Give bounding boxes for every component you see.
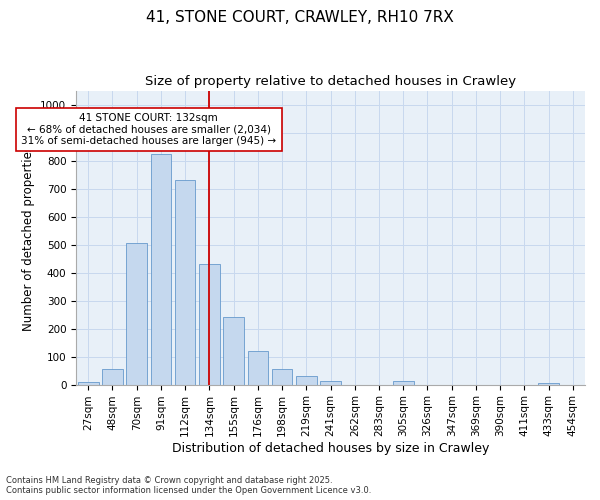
Bar xyxy=(320,381,341,384)
Bar xyxy=(223,318,244,384)
Bar xyxy=(393,381,413,384)
Bar xyxy=(151,154,171,384)
Bar xyxy=(127,243,147,384)
Bar xyxy=(199,264,220,384)
Title: Size of property relative to detached houses in Crawley: Size of property relative to detached ho… xyxy=(145,75,516,88)
Bar xyxy=(538,383,559,384)
Bar xyxy=(296,376,317,384)
Text: 41 STONE COURT: 132sqm
← 68% of detached houses are smaller (2,034)
31% of semi-: 41 STONE COURT: 132sqm ← 68% of detached… xyxy=(21,113,277,146)
Text: 41, STONE COURT, CRAWLEY, RH10 7RX: 41, STONE COURT, CRAWLEY, RH10 7RX xyxy=(146,10,454,25)
X-axis label: Distribution of detached houses by size in Crawley: Distribution of detached houses by size … xyxy=(172,442,489,455)
Bar xyxy=(175,180,196,384)
Bar xyxy=(272,369,292,384)
Text: Contains HM Land Registry data © Crown copyright and database right 2025.
Contai: Contains HM Land Registry data © Crown c… xyxy=(6,476,371,495)
Bar xyxy=(78,382,98,384)
Y-axis label: Number of detached properties: Number of detached properties xyxy=(22,144,35,330)
Bar xyxy=(248,351,268,384)
Bar xyxy=(102,369,123,384)
